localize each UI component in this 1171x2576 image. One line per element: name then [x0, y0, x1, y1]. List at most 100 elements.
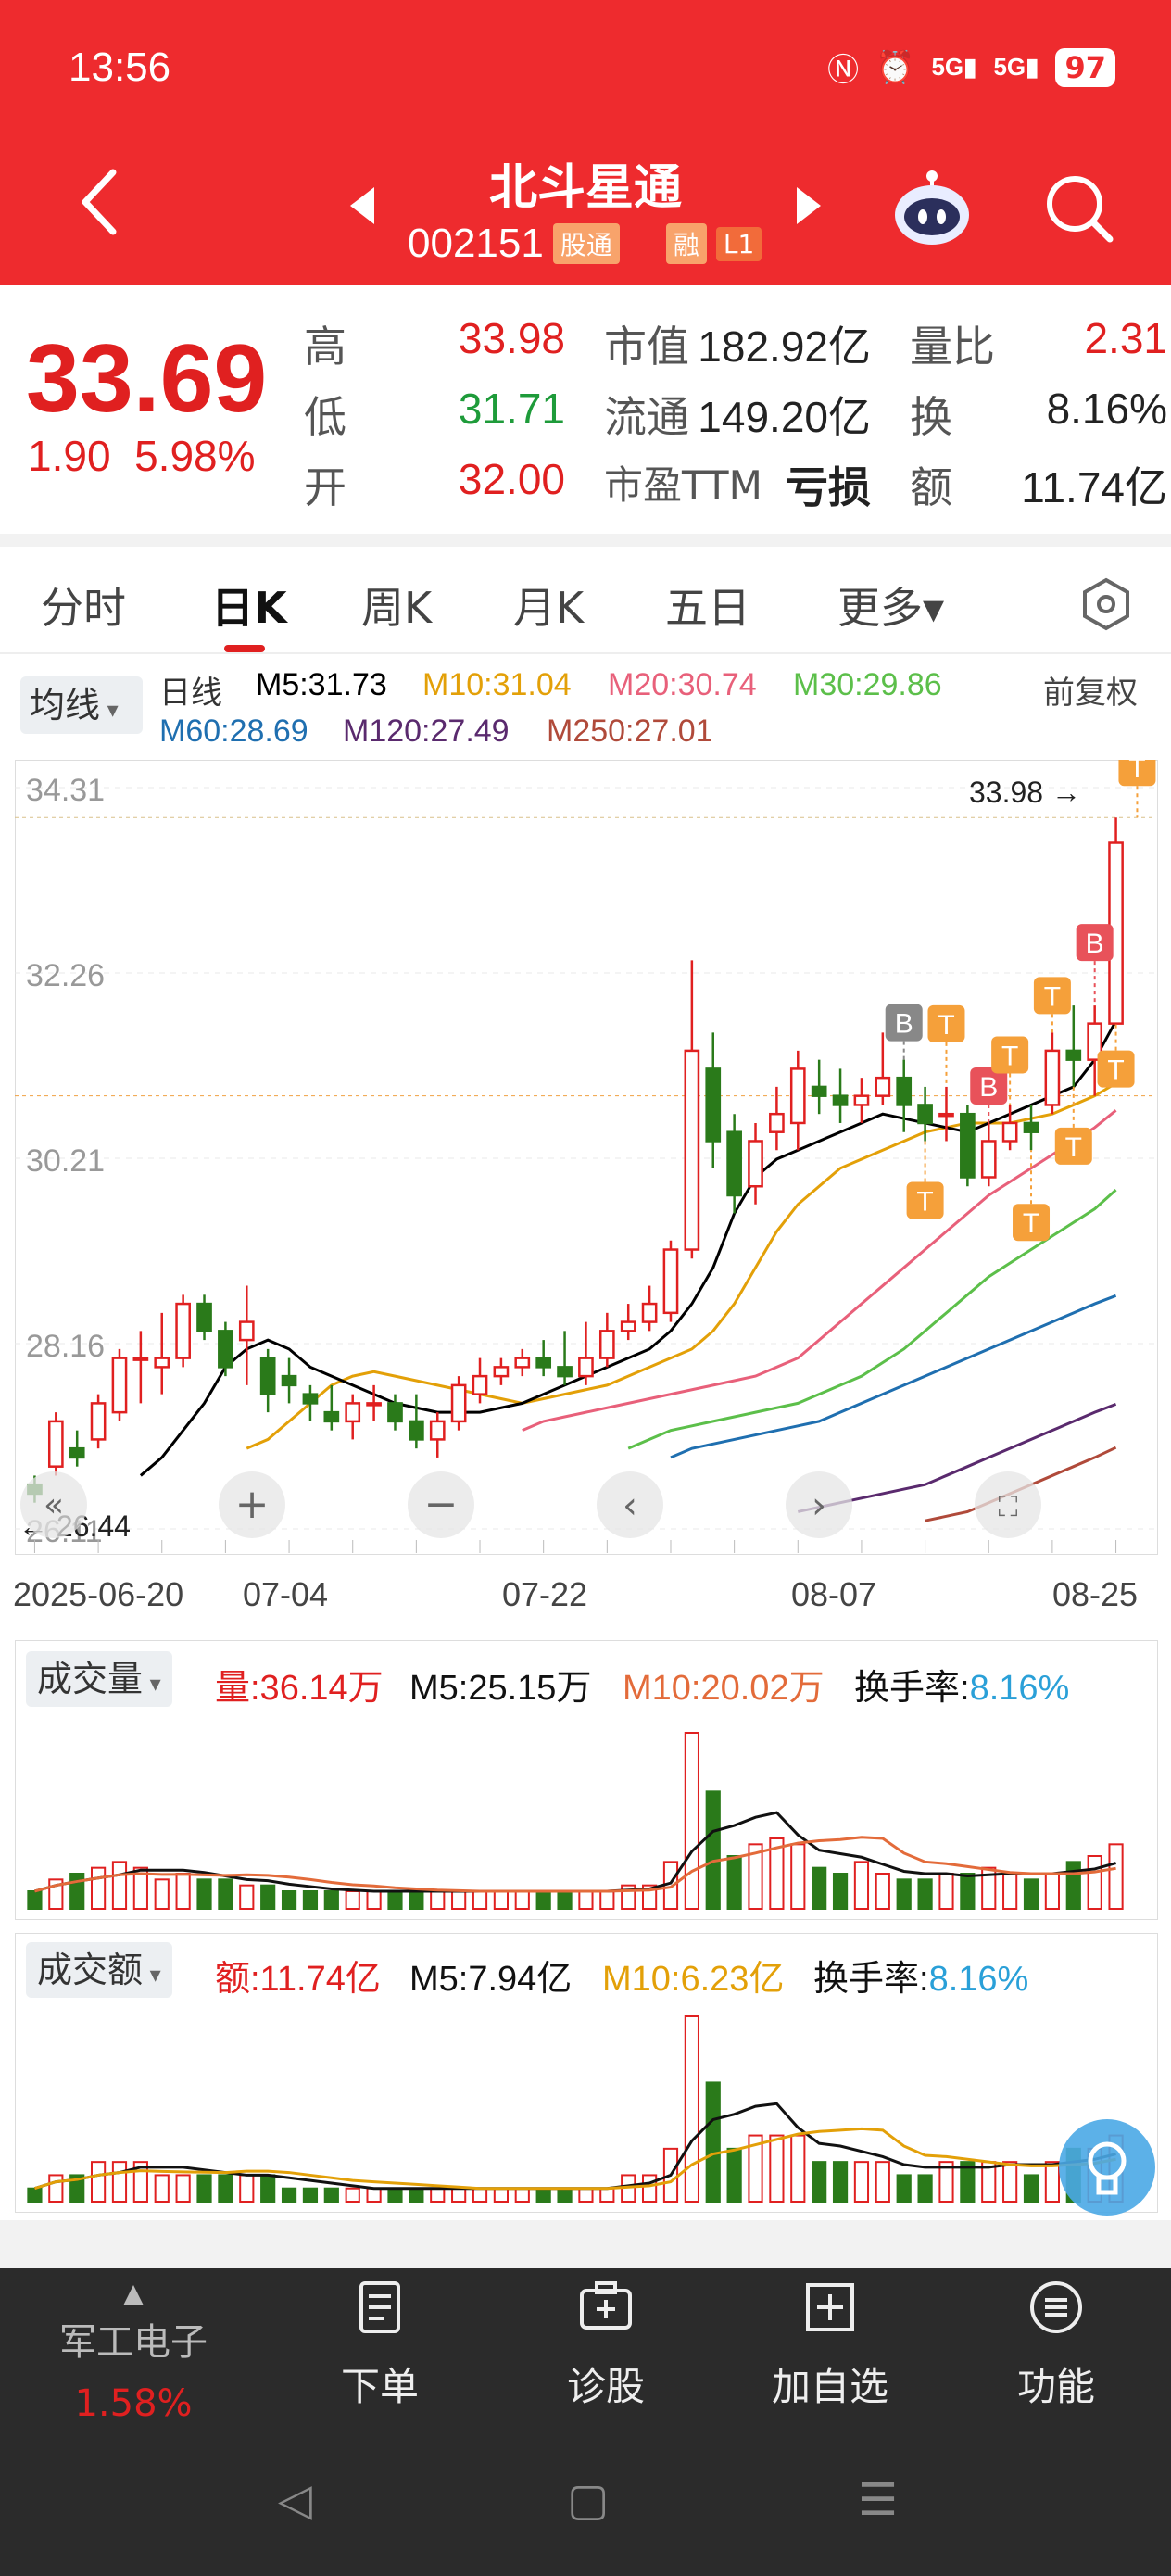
current-price: 33.69 — [26, 325, 268, 433]
volume-bar — [366, 2187, 382, 2203]
low-label: 低 — [304, 392, 346, 442]
volume-bar — [1002, 2161, 1018, 2203]
ma20-value: M20:30.74 — [608, 667, 757, 702]
nfc-icon: Ⓝ — [827, 52, 860, 89]
zoom-out-icon: − — [408, 1471, 474, 1538]
volume-bar — [69, 2174, 85, 2203]
diagnose-label: 诊股 — [566, 2364, 645, 2409]
settings-hexagon-icon[interactable] — [1078, 576, 1134, 636]
lightbulb-tip-icon[interactable] — [1056, 2116, 1158, 2222]
candle-body — [111, 1357, 128, 1414]
diagnose-icon — [580, 2281, 632, 2330]
prev-stock-icon[interactable] — [348, 185, 376, 230]
candle-body — [450, 1383, 467, 1423]
volume-turnover: 换手率:8.16% — [854, 1669, 1070, 1708]
stock-name: 北斗星通 — [488, 160, 682, 216]
tab-five-day[interactable]: 五日 — [665, 583, 750, 633]
candle-body — [769, 1112, 785, 1133]
signal-badge — [885, 1004, 923, 1042]
tab-intraday[interactable]: 分时 — [41, 583, 126, 633]
turnover-label: 换 — [910, 392, 952, 442]
adjust-mode[interactable]: 前复权 — [1043, 676, 1138, 711]
status-icons: Ⓝ ⏰ 5G▮ 5G▮ 97 — [827, 44, 1115, 90]
volume-selector-button[interactable]: 成交量 ▾ — [26, 1651, 172, 1707]
volume-bar — [345, 1890, 360, 1910]
tag-stock-connect: 股通 — [552, 223, 620, 264]
bottom-spacer — [0, 2220, 1171, 2268]
ma-line-m30 — [627, 1189, 1117, 1450]
candle-body — [535, 1357, 552, 1369]
volume-bar — [514, 1890, 530, 1910]
candle-body — [1044, 1049, 1061, 1106]
volume-bar — [832, 1873, 849, 1910]
add-watchlist-button[interactable]: 加自选 — [737, 2278, 923, 2412]
battery-icon: 97 — [1055, 47, 1115, 87]
volume-ma-line — [34, 1836, 1116, 1893]
volume-bar — [1044, 2161, 1060, 2203]
amount-label: 额 — [910, 462, 952, 512]
volume-value: 量:36.14万 — [215, 1669, 384, 1708]
zoom-reset-icon: « — [20, 1471, 87, 1538]
volume-bar — [853, 1861, 870, 1910]
volume-bar — [705, 2081, 721, 2203]
volume-bar — [514, 2187, 530, 2203]
signal-label: T — [1065, 1132, 1082, 1163]
candle-body — [175, 1302, 191, 1359]
sector-change: 1.58% — [74, 2382, 193, 2425]
nav-home-icon[interactable]: ▢ — [567, 2474, 610, 2526]
signal-badge — [1013, 1204, 1051, 1242]
ma-selector-button[interactable]: 均线 ▾ — [20, 676, 143, 734]
nav-menu-icon[interactable]: ☰ — [858, 2474, 899, 2526]
volume-bar — [853, 2161, 870, 2203]
volume-bar — [302, 2187, 319, 2203]
volume-bar — [132, 1866, 148, 1911]
x-tick-3: 08-07 — [791, 1575, 877, 1613]
next-stock-icon[interactable] — [795, 185, 823, 230]
tab-monthly-k[interactable]: 月K — [513, 583, 585, 633]
svg-text:⛶: ⛶ — [999, 1491, 1018, 1523]
volume-bar — [896, 1878, 912, 1910]
candle-body — [726, 1130, 742, 1197]
ma60-value: M60:28.69 — [159, 713, 308, 749]
order-button[interactable]: 下单 — [287, 2278, 472, 2412]
tab-daily-k[interactable]: 日K — [211, 583, 287, 633]
signal-badge — [970, 1067, 1008, 1105]
volume-bar — [769, 2134, 785, 2203]
volume-bar — [154, 1878, 170, 1910]
diagnose-button[interactable]: 诊股 — [513, 2278, 699, 2412]
volume-bar — [748, 1843, 763, 1910]
svg-text:+: + — [235, 1481, 270, 1528]
amount-chart — [27, 2015, 1124, 2203]
volume-bar — [218, 1878, 233, 1910]
robot-assistant-icon[interactable] — [889, 165, 975, 254]
search-icon[interactable] — [1043, 172, 1117, 250]
signal-label: B — [895, 1009, 913, 1040]
nav-back-icon[interactable]: ◁ — [278, 2474, 312, 2526]
mktcap-label: 市值 — [604, 322, 689, 372]
tab-more[interactable]: 更多▾ — [837, 583, 945, 633]
signal-badge — [1054, 1127, 1092, 1165]
volume-bar — [1002, 1873, 1018, 1910]
back-icon[interactable] — [76, 165, 122, 243]
volume-bar — [684, 1732, 699, 1910]
tab-weekly-k[interactable]: 周K — [361, 583, 433, 633]
functions-button[interactable]: 功能 — [963, 2278, 1149, 2412]
kline-chart[interactable]: 34.3132.2630.2128.1626.11BTTBTTTTBTT33.9… — [15, 760, 1156, 1553]
amount-selector-button[interactable]: 成交额 ▾ — [26, 1942, 172, 1998]
sector-button[interactable]: ▲ 军工电子 1.58% — [41, 2278, 226, 2425]
volume-bar — [196, 2174, 212, 2203]
volume-ma5: M5:25.15万 — [409, 1669, 592, 1708]
volume-bar — [27, 1890, 43, 1910]
candle-body — [302, 1393, 319, 1405]
volume-bar — [260, 1884, 276, 1911]
volume-bar — [260, 2174, 276, 2203]
volume-bar — [981, 1866, 997, 1911]
candle-body — [238, 1320, 255, 1342]
signal-badge — [1076, 924, 1114, 962]
candle-body — [598, 1330, 615, 1359]
signal-label: T — [916, 1186, 933, 1217]
period-label: 日线 — [159, 676, 222, 711]
fullscreen-icon: ⛶ — [975, 1471, 1041, 1538]
volume-bar — [69, 1873, 85, 1910]
sector-name: 军工电子 — [59, 2321, 208, 2364]
